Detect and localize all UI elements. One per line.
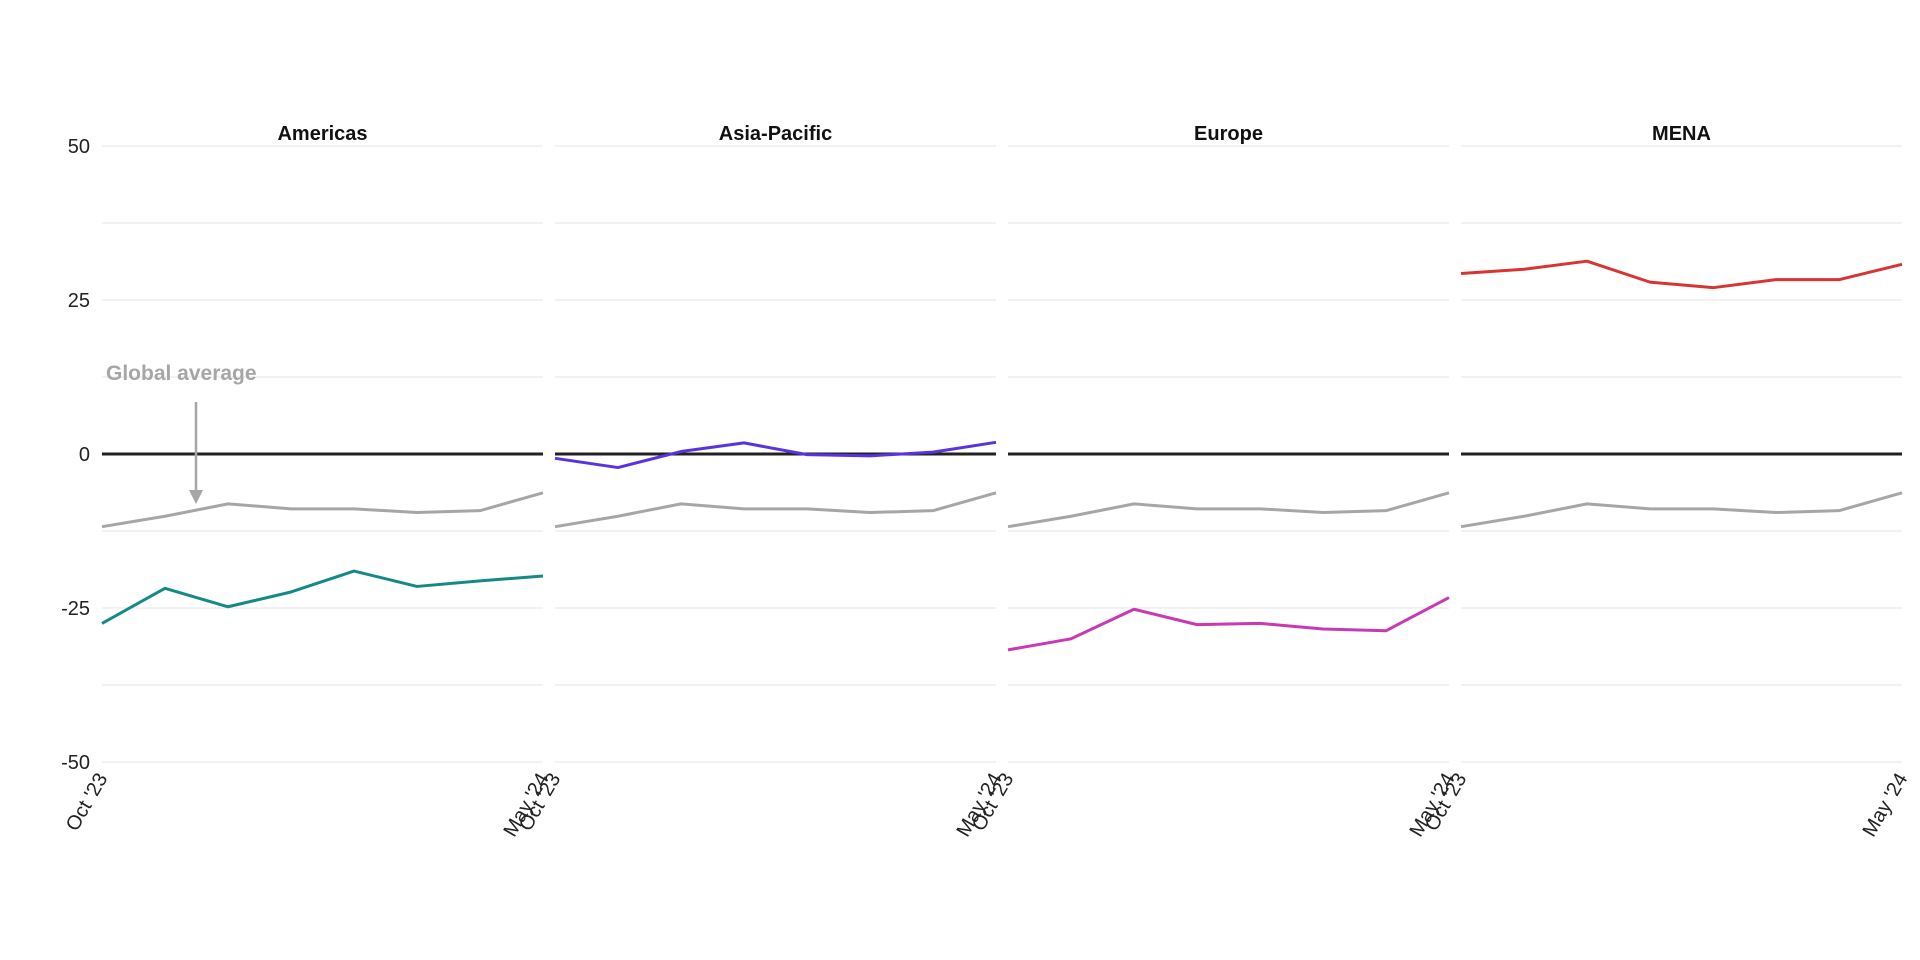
y-tick-label-neg25: -25: [61, 598, 90, 620]
global-average-line: [1460, 491, 1903, 529]
y-tick-label-25: 25: [68, 290, 90, 312]
panel-title: MENA: [1652, 123, 1711, 145]
series-line-mena: [1460, 259, 1903, 290]
panel-title: Americas: [277, 123, 367, 145]
x-tick-label: May '24: [1859, 770, 1913, 841]
series-line-americas: [101, 569, 544, 625]
global-average-line: [101, 491, 544, 529]
panel-title: Europe: [1194, 123, 1263, 145]
global-average-line: [1007, 491, 1450, 529]
panel-title: Asia-Pacific: [719, 123, 832, 145]
series-line-asia-pacific: [554, 440, 997, 470]
y-tick-label-50: 50: [68, 136, 90, 158]
series-line-europe: [1007, 596, 1450, 652]
global-average-line: [554, 491, 997, 529]
y-tick-label-neg50: -50: [61, 752, 90, 774]
global-average-annotation: Global average: [106, 362, 257, 385]
x-tick-label: Oct '23: [62, 770, 112, 835]
y-tick-label-0: 0: [79, 444, 90, 466]
annotation-arrow-head: [189, 490, 203, 504]
